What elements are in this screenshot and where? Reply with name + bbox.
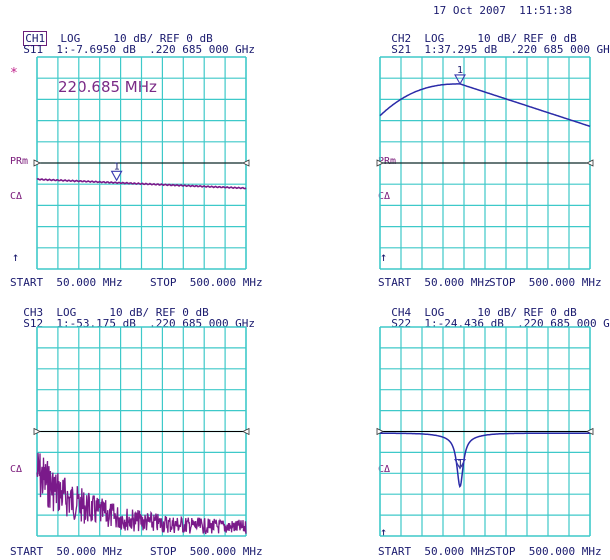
ch2-ref-right-marker-icon xyxy=(586,159,594,167)
ch3-start: START 50.000 MHz xyxy=(10,545,123,558)
ch2-ref-label: PRm xyxy=(378,156,397,167)
ch1-trace xyxy=(36,177,247,190)
ch4-format: LOG xyxy=(424,306,445,319)
ch4-header-line1: CH4 LOG 10 dB/ REF 0 dB xyxy=(378,296,577,319)
timestamp: 17 Oct 2007 11:51:38 xyxy=(433,4,573,17)
ch2-label[interactable]: CH2 xyxy=(391,32,412,45)
ch1-marker-frequency: 220.685 MHz xyxy=(58,78,157,96)
ch1-marker-number: 1 xyxy=(114,161,120,172)
ch2-start: START 50.000 MHz xyxy=(378,276,491,289)
ch2-format: LOG xyxy=(424,32,445,45)
ch2-marker-triangle-icon xyxy=(454,74,466,86)
ch4-label[interactable]: CH4 xyxy=(391,306,412,319)
ch3-header-line2: S12 1:-53.175 dB .220 685 000 GHz xyxy=(10,307,255,329)
ch1-stop: STOP 500.000 MHz xyxy=(150,276,263,289)
ch2-marker-readout: 1:37.295 dB .220 685 000 GHz xyxy=(424,43,610,56)
ch3-ref-right-marker-icon xyxy=(242,427,250,436)
ch4-param: S22 xyxy=(391,317,412,330)
ch1-active-label[interactable]: CH1 xyxy=(23,31,48,46)
ch2-scale: 10 dB/ REF 0 dB xyxy=(477,32,577,45)
ch2-param: S21 xyxy=(391,43,412,56)
ch3-format: LOG xyxy=(56,306,77,319)
ch2-header-line1: CH2 LOG 10 dB/ REF 0 dB xyxy=(378,22,577,45)
ch2-header-line2: S21 1:37.295 dB .220 685 000 GHz xyxy=(378,33,610,55)
ch3-scale: 10 dB/ REF 0 dB xyxy=(109,306,209,319)
ch4-trace xyxy=(380,432,590,488)
ch2-delta-label: CΔ xyxy=(378,191,391,202)
ch1-ref-right-marker-icon xyxy=(242,159,250,167)
ch1-param: S11 xyxy=(23,43,44,56)
ch2-up-arrow-icon: ↑ xyxy=(380,250,388,264)
ch4-marker-readout: 1:-24.436 dB .220 685 000 GHz xyxy=(424,317,610,330)
ch3-marker-readout: 1:-53.175 dB .220 685 000 GHz xyxy=(56,317,256,330)
ch4-stop: STOP 500.000 MHz xyxy=(489,545,602,558)
ch4-scale: 10 dB/ REF 0 dB xyxy=(477,306,577,319)
ch3-label[interactable]: CH3 xyxy=(23,306,44,319)
ch1-marker-readout: 1:-7.6950 dB .220 685 000 GHz xyxy=(56,43,256,56)
ch1-marker-triangle-icon xyxy=(110,170,123,182)
ch2-trace xyxy=(379,83,591,128)
ch3-param: S12 xyxy=(23,317,44,330)
ch1-ref-left-marker-icon xyxy=(33,159,41,167)
ch2-stop: STOP 500.000 MHz xyxy=(489,276,602,289)
ch1-format: LOG xyxy=(60,32,81,45)
ch3-trace xyxy=(36,452,247,535)
ch4-header-line2: S22 1:-24.436 dB .220 685 000 GHz xyxy=(378,307,610,329)
ch4-marker-triangle-icon xyxy=(454,458,466,470)
ch3-stop: STOP 500.000 MHz xyxy=(150,545,263,558)
ch1-scale: 10 dB/ REF 0 dB xyxy=(113,32,213,45)
ch1-start: START 50.000 MHz xyxy=(10,276,123,289)
ch1-up-arrow-icon: ↑ xyxy=(12,250,20,264)
ch4-delta-label: CΔ xyxy=(378,464,391,475)
ch1-header-line1: CH1 LOG 10 dB/ REF 0 dB xyxy=(10,22,213,46)
ch2-ref-left-marker-icon xyxy=(376,159,384,167)
ch3-header-line1: CH3 LOG 10 dB/ REF 0 dB xyxy=(10,296,209,319)
ch1-ref-label: PRm xyxy=(10,156,29,167)
ch1-header-line2: S11 1:-7.6950 dB .220 685 000 GHz xyxy=(10,33,255,55)
ch3-ref-left-marker-icon xyxy=(33,427,41,436)
ch4-up-arrow-icon: ↑ xyxy=(380,525,388,539)
ch4-start: START 50.000 MHz xyxy=(378,545,491,558)
ch1-delta-label: CΔ xyxy=(10,191,23,202)
ch3-delta-label: CΔ xyxy=(10,464,23,475)
ch2-marker-number: 1 xyxy=(457,65,463,76)
ch4-marker-number: 1 xyxy=(457,458,463,469)
ch1-active-star: * xyxy=(10,66,18,81)
